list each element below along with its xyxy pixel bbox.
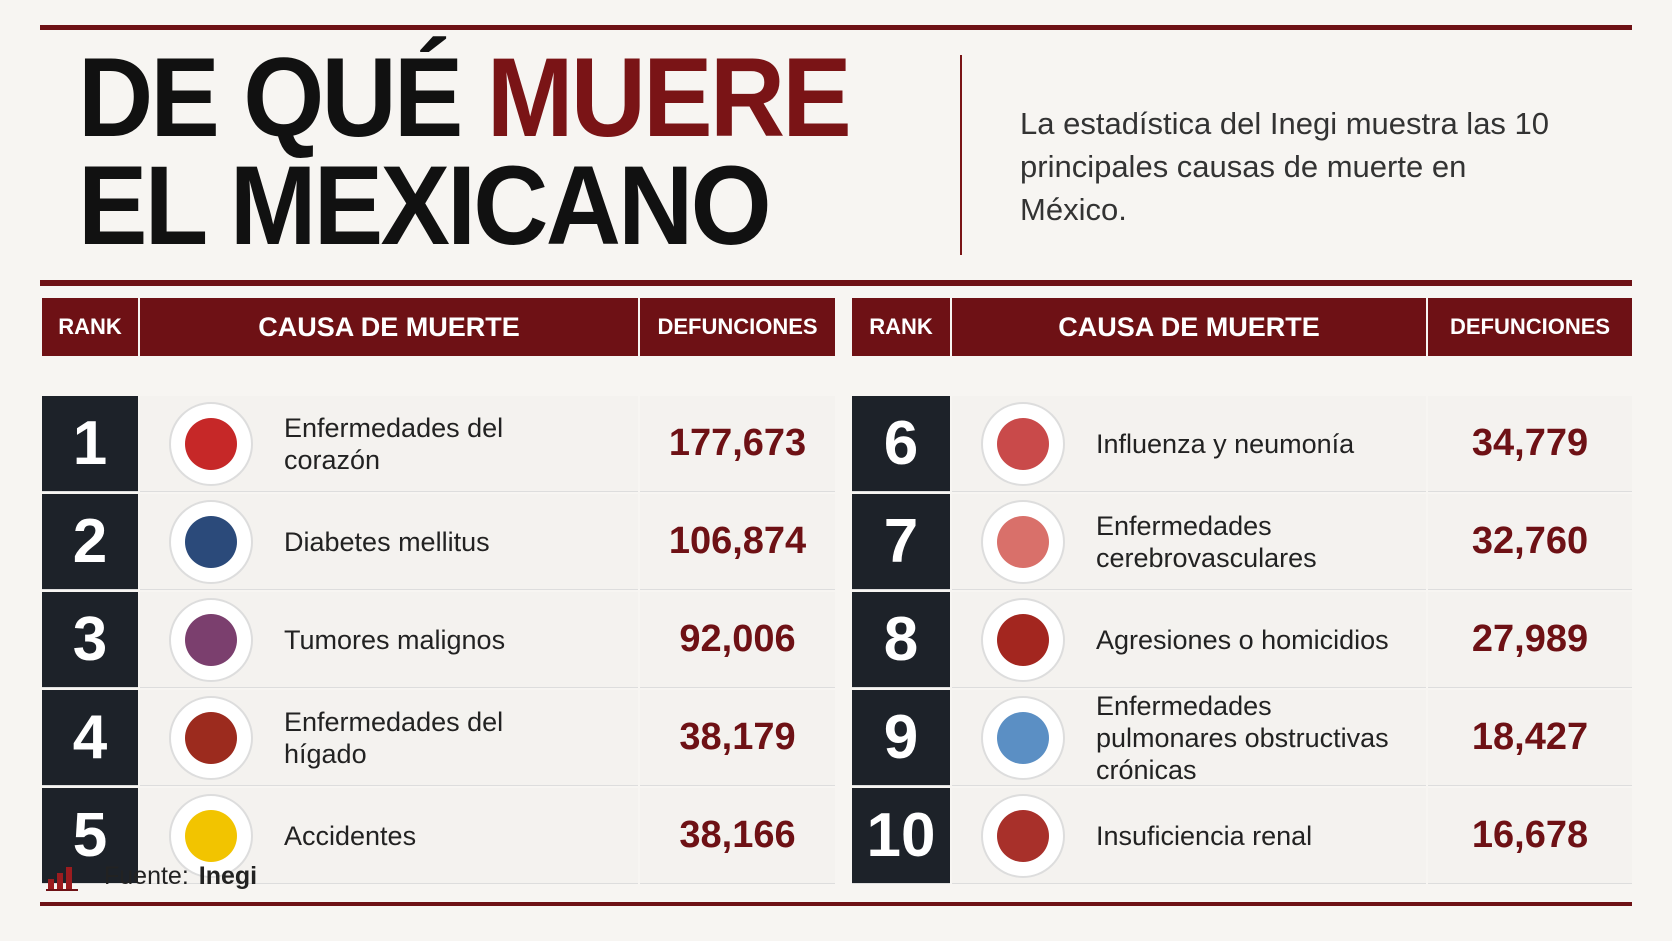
- deaths-cell: 38,166: [640, 788, 835, 884]
- cause-text: Enfermedades del corazón: [284, 412, 504, 475]
- icon: [169, 597, 253, 682]
- rank-cell: 7: [852, 494, 950, 590]
- cause-text: Diabetes mellitus: [284, 526, 490, 557]
- cause-cell: Enfermedades del hígado: [140, 690, 638, 786]
- deaths-cell: 92,006: [640, 592, 835, 688]
- cause-cell: Diabetes mellitus: [140, 494, 638, 590]
- icon: [981, 499, 1065, 584]
- subtitle: La estadística del Inegi muestra las 10 …: [1020, 106, 1550, 227]
- cause-cell: Enfermedades cerebrovasculares: [952, 494, 1426, 590]
- title-line: DE QUÉ MUERE: [78, 42, 852, 154]
- column-header: CAUSA DE MUERTE: [952, 298, 1426, 356]
- rank-cell: 6: [852, 396, 950, 492]
- rank-cell: 2: [42, 494, 138, 590]
- column-header: DEFUNCIONES: [1428, 298, 1632, 356]
- rank-cell: 4: [42, 690, 138, 786]
- icon: [981, 401, 1065, 486]
- cause-cell: Accidentes: [140, 788, 638, 884]
- deaths-cell: 18,427: [1428, 690, 1632, 786]
- column-header: DEFUNCIONES: [640, 298, 835, 356]
- deaths-cell: 16,678: [1428, 788, 1632, 884]
- cause-cell: Insuficiencia renal: [952, 788, 1426, 884]
- icon: [981, 793, 1065, 878]
- rank-cell: 3: [42, 592, 138, 688]
- column-header: CAUSA DE MUERTE: [140, 298, 638, 356]
- title-part: EL MEXICANO: [78, 143, 772, 268]
- icon: [169, 793, 253, 878]
- cause-cell: Agresiones o homicidios: [952, 592, 1426, 688]
- cause-cell: Influenza y neumonía: [952, 396, 1426, 492]
- icon: [169, 499, 253, 584]
- icon: [981, 597, 1065, 682]
- cause-text: Insuficiencia renal: [1096, 820, 1313, 851]
- mid-rule: [40, 280, 1632, 286]
- column-header: RANK: [852, 298, 950, 356]
- cause-text: Enfermedades cerebrovasculares: [1096, 510, 1317, 573]
- footer-label: Fuente:: [104, 862, 189, 890]
- cause-text: Accidentes: [284, 820, 417, 851]
- rank-cell: 9: [852, 690, 950, 786]
- icon: [169, 695, 253, 780]
- footer-source: Inegi: [198, 862, 258, 890]
- cause-cell: Enfermedades pulmonares obstructivas cró…: [952, 690, 1426, 786]
- deaths-cell: 106,874: [640, 494, 835, 590]
- deaths-cell: 34,779: [1428, 396, 1632, 492]
- rank-cell: 1: [42, 396, 138, 492]
- rank-cell: 10: [852, 788, 950, 884]
- top-rule: [40, 25, 1632, 30]
- bottom-rule: [40, 902, 1632, 906]
- cause-text: Agresiones o homicidios: [1096, 624, 1389, 655]
- cause-text: Tumores malignos: [284, 624, 506, 655]
- deaths-cell: 177,673: [640, 396, 835, 492]
- cause-cell: Enfermedades del corazón: [140, 396, 638, 492]
- cause-text: Influenza y neumonía: [1096, 428, 1355, 459]
- title: DE QUÉ MUERE EL MEXICANO: [78, 42, 852, 268]
- deaths-cell: 32,760: [1428, 494, 1632, 590]
- cause-text: Enfermedades pulmonares obstructivas cró…: [1096, 690, 1389, 785]
- cause-cell: Tumores malignos: [140, 592, 638, 688]
- title-part: MUERE: [486, 35, 852, 160]
- table: RANK CAUSA DE MUERTE DEFUNCIONES 6 Influenza…: [852, 298, 1632, 884]
- separator: [960, 55, 962, 255]
- table: RANK CAUSA DE MUERTE DEFUNCIONES 1 Enfermeda…: [42, 298, 835, 884]
- deaths-cell: 38,179: [640, 690, 835, 786]
- footer: Fuente: Inegi: [46, 862, 257, 891]
- deaths-cell: 27,989: [1428, 592, 1632, 688]
- rank-cell: 8: [852, 592, 950, 688]
- chart-icon: [46, 866, 78, 891]
- title-part: DE QUÉ: [78, 35, 463, 160]
- icon: [169, 401, 253, 486]
- cause-text: Enfermedades del hígado: [284, 706, 504, 769]
- rank-cell: 5: [42, 788, 138, 884]
- icon: [981, 695, 1065, 780]
- column-header: RANK: [42, 298, 138, 356]
